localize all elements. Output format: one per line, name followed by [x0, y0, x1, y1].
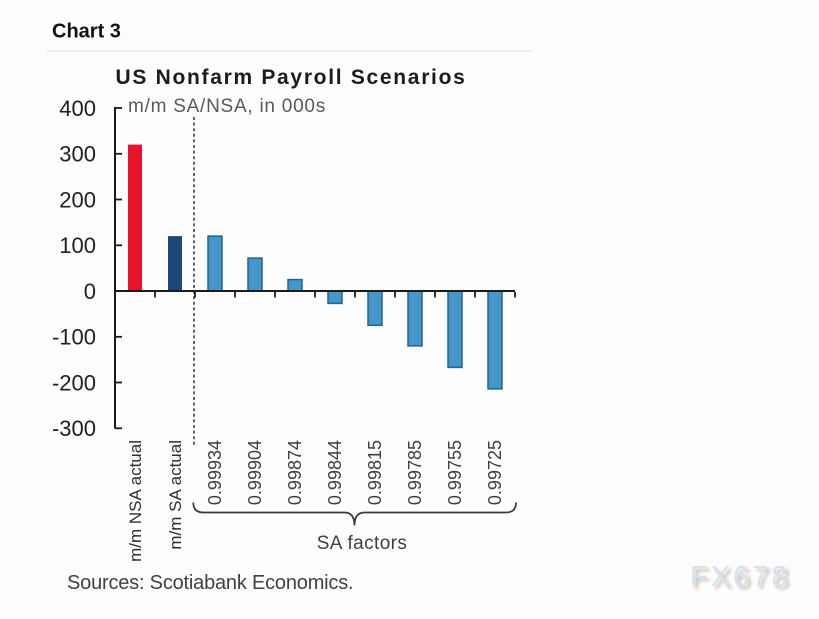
- svg-text:200: 200: [59, 187, 96, 212]
- svg-text:-200: -200: [52, 370, 96, 395]
- svg-text:0.99934: 0.99934: [205, 440, 225, 505]
- svg-text:0.99904: 0.99904: [245, 440, 265, 505]
- svg-text:m/m SA/NSA, in 000s: m/m SA/NSA, in 000s: [128, 96, 326, 117]
- svg-text:100: 100: [59, 233, 96, 258]
- svg-text:Sources: Scotiabank Economics.: Sources: Scotiabank Economics.: [67, 572, 353, 594]
- svg-text:0.99844: 0.99844: [325, 440, 345, 505]
- svg-text:0: 0: [84, 279, 96, 304]
- svg-text:SA factors: SA factors: [317, 533, 408, 554]
- svg-text:-100: -100: [52, 325, 96, 350]
- svg-text:m/m SA actual: m/m SA actual: [166, 440, 185, 550]
- svg-text:-300: -300: [52, 416, 96, 441]
- svg-text:0.99755: 0.99755: [445, 440, 465, 505]
- svg-text:US Nonfarm Payroll Scenarios: US Nonfarm Payroll Scenarios: [115, 66, 466, 89]
- svg-text:m/m NSA actual: m/m NSA actual: [126, 440, 145, 562]
- svg-text:0.99815: 0.99815: [365, 440, 385, 505]
- svg-text:Chart 3: Chart 3: [52, 21, 121, 43]
- svg-text:400: 400: [59, 96, 96, 121]
- svg-text:300: 300: [59, 142, 96, 167]
- svg-text:0.99785: 0.99785: [405, 440, 425, 505]
- svg-text:0.99874: 0.99874: [285, 440, 305, 505]
- svg-text:0.99725: 0.99725: [485, 440, 505, 505]
